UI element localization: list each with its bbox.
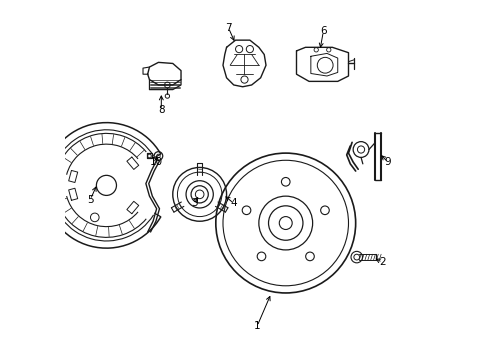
Text: 9: 9 [384, 157, 390, 167]
Text: 10: 10 [150, 157, 163, 167]
Text: 4: 4 [230, 198, 237, 208]
Text: 5: 5 [87, 195, 93, 205]
Text: 6: 6 [320, 26, 326, 36]
Text: 3: 3 [191, 198, 197, 208]
Text: 1: 1 [253, 321, 260, 331]
Text: 2: 2 [379, 257, 385, 267]
Text: 7: 7 [224, 23, 231, 33]
Text: 8: 8 [158, 105, 164, 115]
